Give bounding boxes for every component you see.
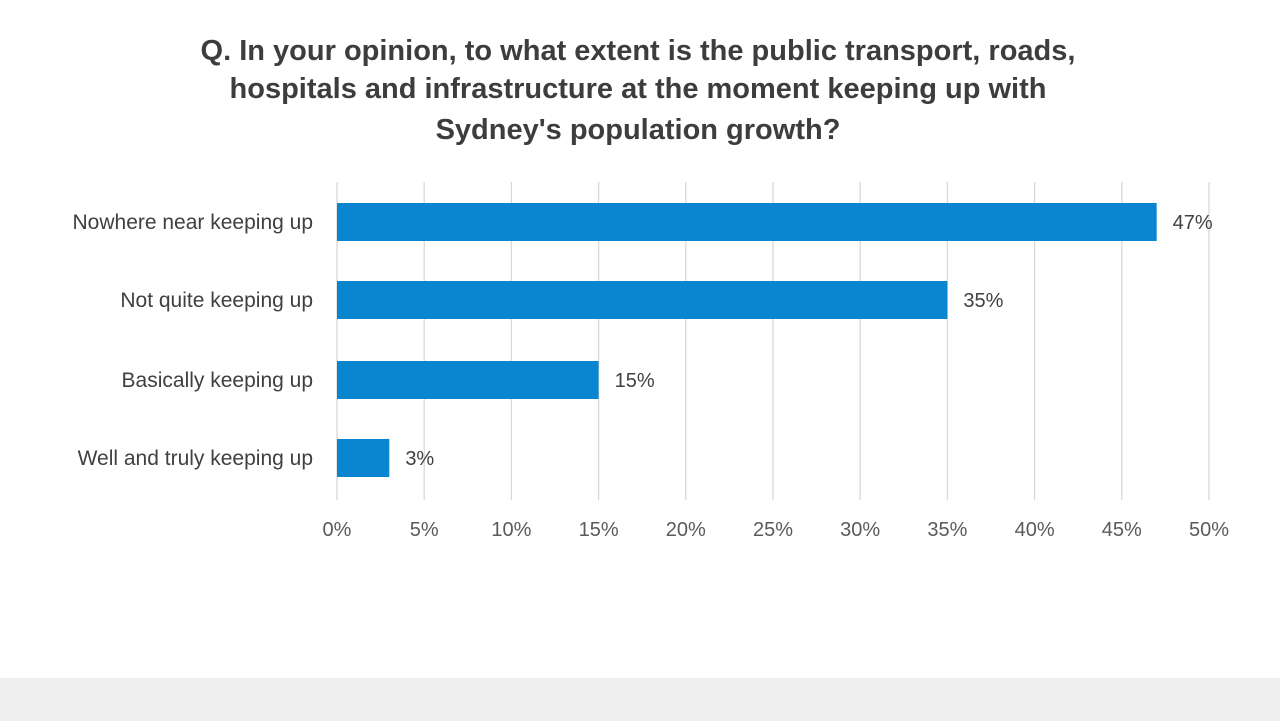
- x-tick-label: 30%: [840, 519, 880, 541]
- x-tick-label: 15%: [579, 519, 619, 541]
- category-label: Basically keeping up: [122, 369, 313, 392]
- x-tick-label: 45%: [1102, 519, 1142, 541]
- data-label: 47%: [1173, 212, 1213, 234]
- chart-title-line-3: Sydney's population growth?: [436, 114, 841, 146]
- data-label: 35%: [963, 290, 1003, 312]
- x-tick-label: 0%: [323, 519, 352, 541]
- bar: [337, 361, 599, 399]
- data-label: 15%: [615, 370, 655, 392]
- x-tick-label: 50%: [1189, 519, 1229, 541]
- chart-title: Q. In your opinion, to what extent is th…: [201, 35, 1076, 146]
- x-axis-tick-labels: 0% 5% 10% 15% 20% 25% 30% 35% 40% 45% 50%: [323, 519, 1230, 541]
- chart-title-line-1: Q. In your opinion, to what extent is th…: [201, 35, 1076, 67]
- x-tick-label: 25%: [753, 519, 793, 541]
- chart-title-line-2: hospitals and infrastructure at the mome…: [230, 73, 1047, 105]
- x-tick-label: 40%: [1015, 519, 1055, 541]
- category-labels: Nowhere near keeping up Not quite keeping…: [73, 211, 314, 470]
- data-label: 3%: [405, 448, 434, 470]
- category-label: Nowhere near keeping up: [73, 211, 314, 234]
- x-tick-label: 35%: [927, 519, 967, 541]
- category-label: Not quite keeping up: [120, 289, 313, 312]
- data-labels: 47% 35% 15% 3%: [405, 212, 1213, 470]
- footer-band: [0, 678, 1280, 721]
- x-tick-label: 5%: [410, 519, 439, 541]
- bar: [337, 439, 390, 477]
- bars: [337, 203, 1157, 477]
- x-tick-label: 20%: [666, 519, 706, 541]
- x-tick-label: 10%: [491, 519, 531, 541]
- bar: [337, 281, 948, 319]
- category-label: Well and truly keeping up: [78, 447, 313, 470]
- bar: [337, 203, 1157, 241]
